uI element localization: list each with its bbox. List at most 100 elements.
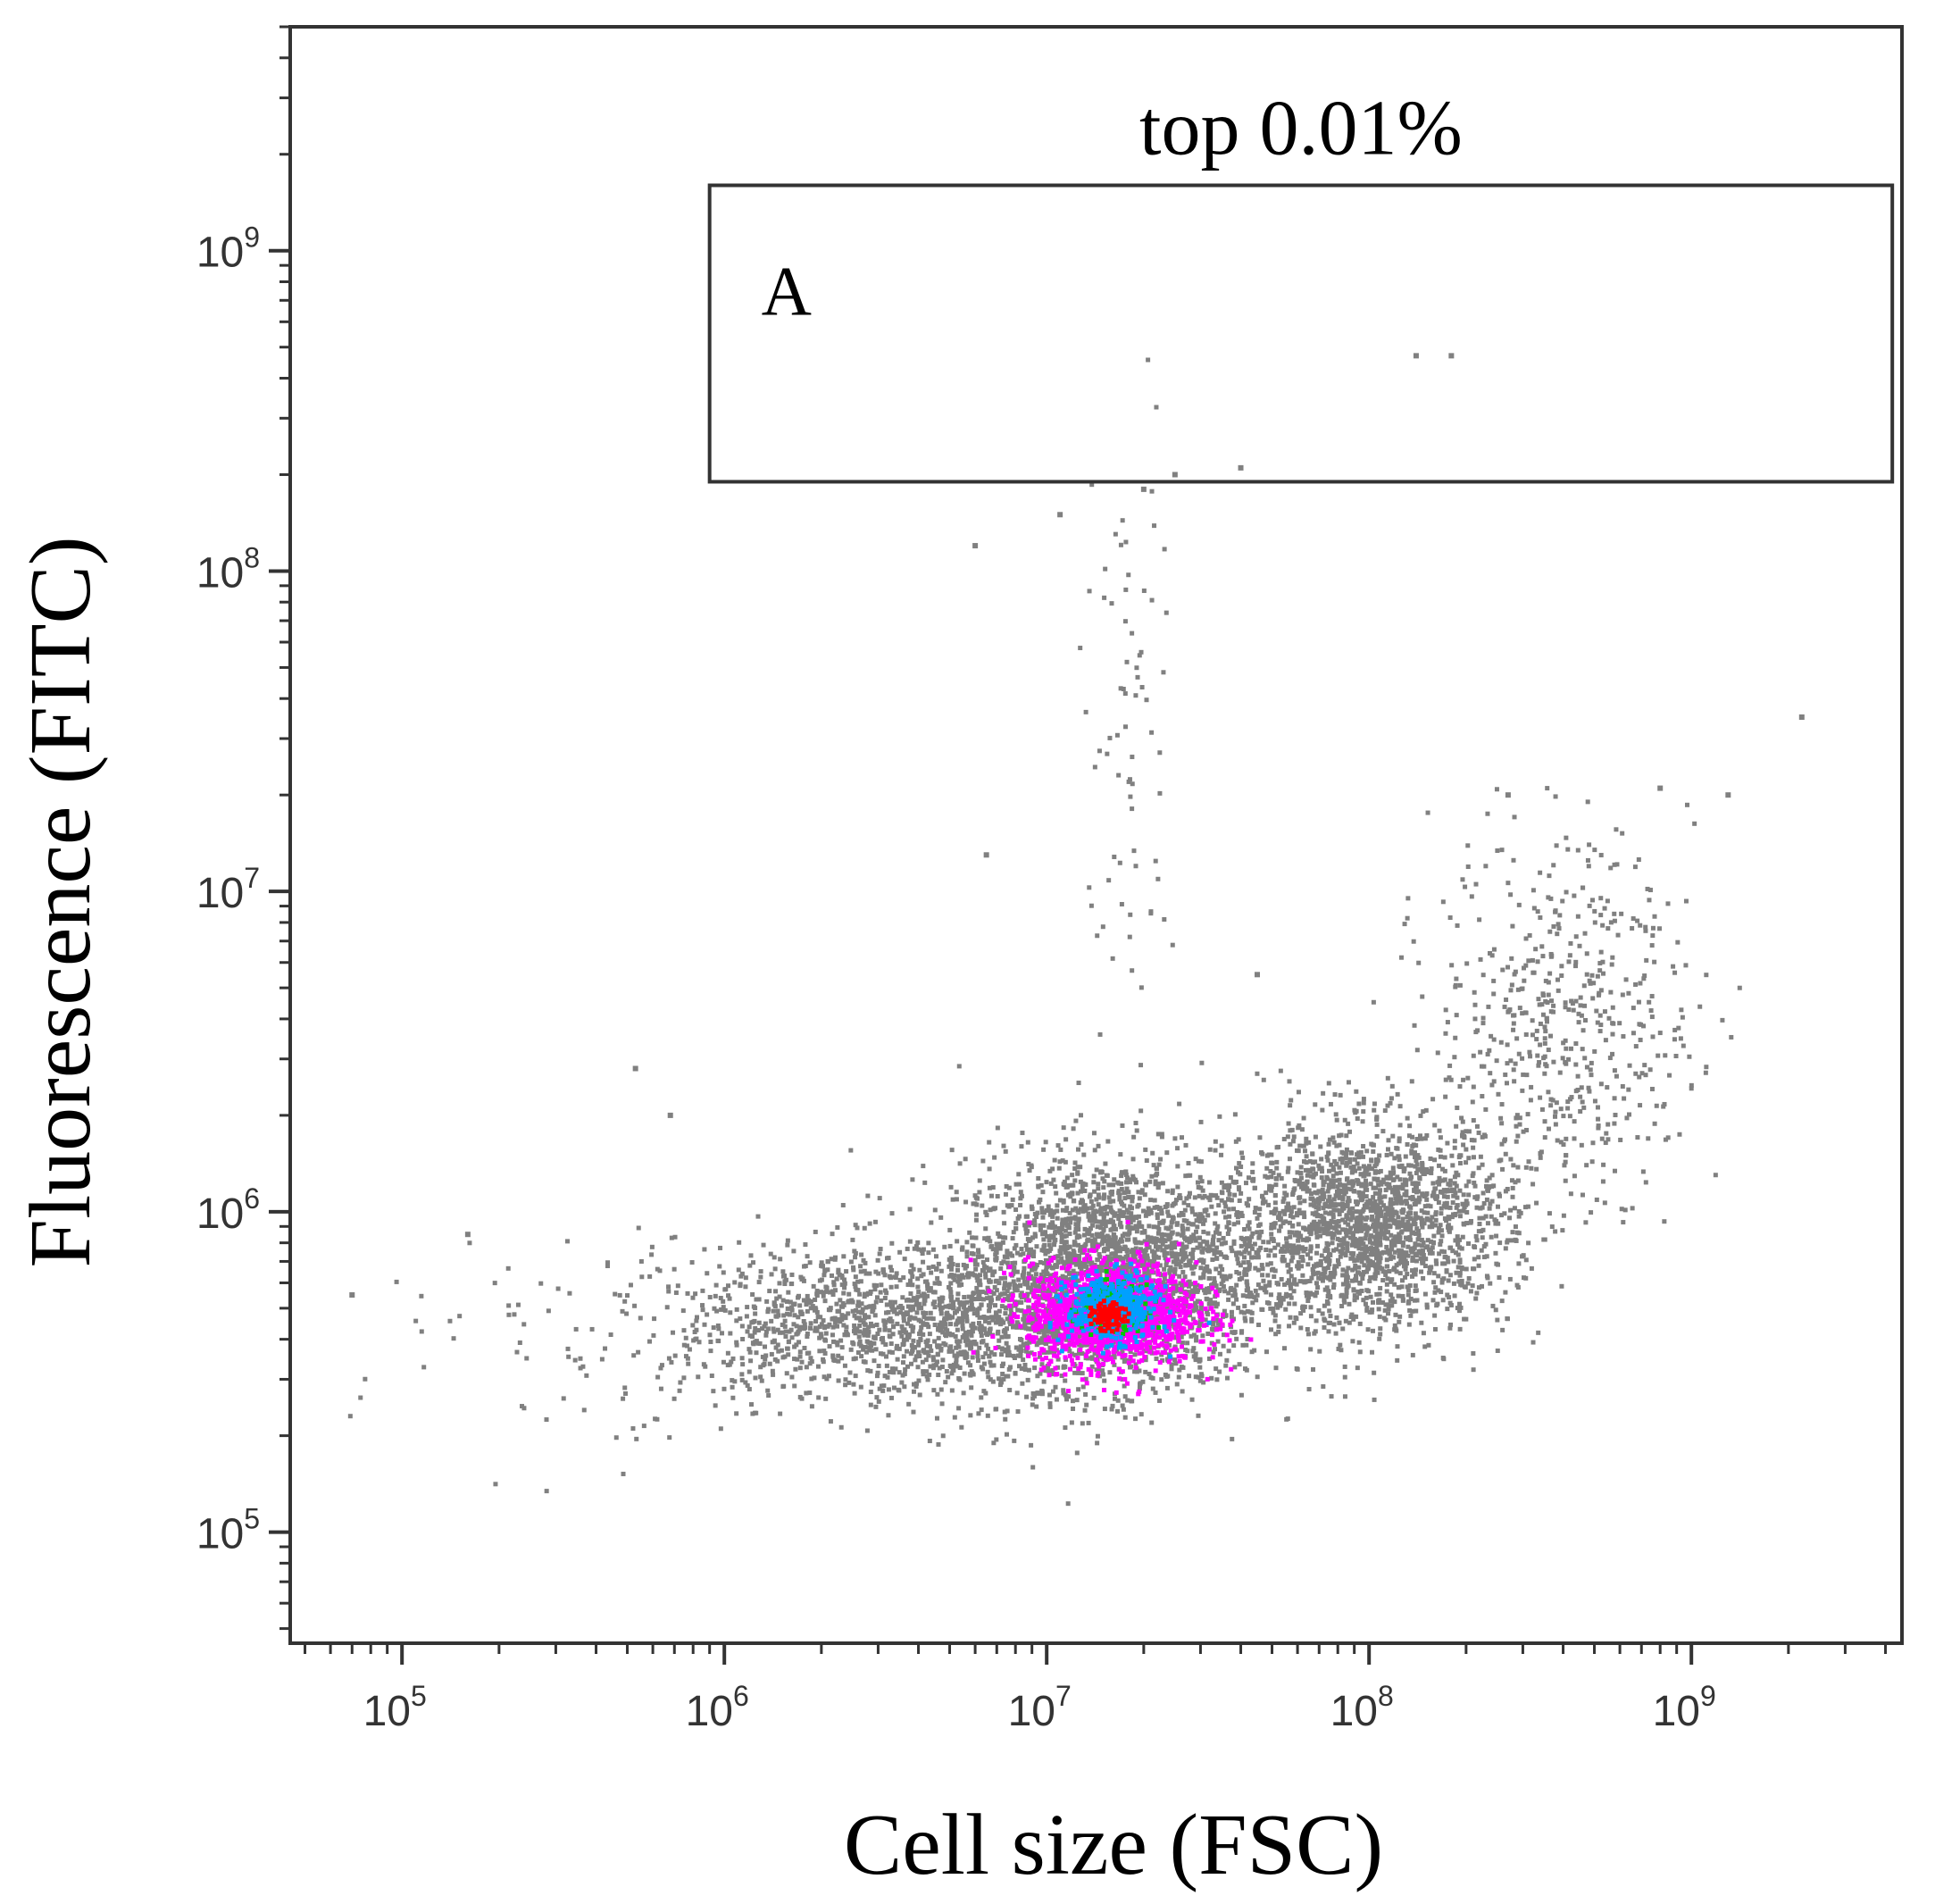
data-point: [990, 1185, 996, 1190]
data-point: [975, 1354, 980, 1359]
data-point: [948, 1281, 954, 1286]
data-point: [989, 1244, 995, 1249]
data-point: [1338, 1254, 1343, 1259]
data-point: [924, 1322, 930, 1327]
data-point: [1000, 1240, 1005, 1245]
data-point: [983, 1226, 988, 1232]
data-point: [1273, 1332, 1279, 1337]
data-point: [681, 1342, 687, 1348]
data-point: [1193, 1157, 1198, 1162]
data-point: [1058, 1275, 1063, 1281]
data-point: [1247, 1241, 1252, 1247]
data-point: [1144, 1158, 1149, 1164]
data-point: [1266, 1202, 1272, 1207]
data-point: [1172, 1357, 1178, 1363]
data-point: [685, 1356, 690, 1361]
data-point: [1161, 1280, 1166, 1285]
data-point: [1480, 1227, 1486, 1232]
data-points: [347, 353, 1805, 1507]
data-point: [1174, 1288, 1180, 1293]
data-point: [1038, 1223, 1043, 1228]
data-point: [1029, 1350, 1034, 1356]
data-point: [1132, 1248, 1138, 1254]
data-point: [1291, 1289, 1297, 1294]
data-point: [1016, 1299, 1022, 1305]
data-point: [1321, 1384, 1326, 1390]
data-point: [1190, 1248, 1196, 1253]
data-point: [870, 1381, 875, 1386]
data-point: [964, 1314, 970, 1319]
data-point: [1109, 1237, 1114, 1242]
data-point: [942, 1316, 947, 1322]
data-point: [1102, 1192, 1107, 1198]
data-point: [1199, 1374, 1205, 1379]
data-point: [957, 1365, 963, 1370]
data-point: [1086, 1420, 1091, 1425]
data-point: [1447, 1245, 1453, 1250]
data-point: [730, 1395, 736, 1400]
data-point: [1438, 1154, 1443, 1159]
data-point: [1412, 1298, 1417, 1303]
data-point: [1077, 1261, 1082, 1266]
data-point: [964, 1334, 970, 1340]
data-point: [911, 1389, 916, 1394]
data-point: [1065, 1501, 1071, 1507]
data-point: [1156, 1319, 1162, 1324]
data-point: [895, 1311, 900, 1316]
data-point: [773, 1314, 779, 1319]
data-point: [1282, 1282, 1288, 1287]
data-point: [1466, 1179, 1472, 1184]
data-point: [1283, 1294, 1289, 1299]
data-point: [813, 1229, 818, 1234]
data-point: [1116, 1255, 1122, 1260]
data-point: [922, 1350, 928, 1356]
data-point: [1619, 1207, 1624, 1212]
data-point: [1372, 1170, 1378, 1175]
data-point: [1474, 1238, 1480, 1243]
data-point: [1013, 1221, 1019, 1226]
data-point: [1014, 1269, 1020, 1274]
data-point: [1310, 1166, 1315, 1172]
data-point: [964, 1342, 970, 1348]
data-point: [1058, 1147, 1063, 1152]
data-point: [1138, 1063, 1144, 1068]
data-point: [996, 1319, 1001, 1324]
data-point: [808, 1306, 813, 1311]
data-point: [1406, 1223, 1412, 1228]
data-point: [1016, 1172, 1022, 1177]
data-point: [1210, 1242, 1215, 1248]
data-point: [1181, 1235, 1187, 1240]
data-point: [745, 1305, 750, 1310]
data-point: [912, 1315, 917, 1321]
data-point: [899, 1380, 905, 1385]
data-point: [1205, 1264, 1210, 1269]
data-point: [1071, 1126, 1076, 1132]
data-point: [1047, 1224, 1052, 1230]
data-point: [1269, 1152, 1274, 1157]
data-point: [1259, 1229, 1264, 1234]
data-point: [950, 1262, 955, 1267]
data-point: [1086, 1237, 1091, 1242]
data-point: [830, 1324, 836, 1330]
data-point: [949, 1148, 955, 1153]
data-point: [765, 1326, 771, 1332]
data-point: [857, 1329, 863, 1334]
data-point: [958, 1349, 963, 1355]
data-point: [829, 1257, 834, 1262]
data-point: [1471, 1155, 1476, 1160]
data-point: [975, 1307, 980, 1313]
data-point: [947, 1305, 953, 1310]
data-point: [797, 1365, 803, 1371]
data-point: [1128, 1220, 1133, 1225]
data-point: [1392, 1282, 1397, 1287]
data-point: [694, 1315, 699, 1320]
data-point: [901, 1337, 906, 1342]
data-point: [1307, 1158, 1313, 1164]
data-point: [906, 1401, 912, 1407]
data-point: [1061, 1388, 1066, 1393]
data-point: [946, 1374, 951, 1380]
data-point: [889, 1366, 895, 1372]
data-point: [1173, 1240, 1179, 1245]
data-point: [1056, 1226, 1062, 1232]
data-point: [711, 1389, 716, 1394]
